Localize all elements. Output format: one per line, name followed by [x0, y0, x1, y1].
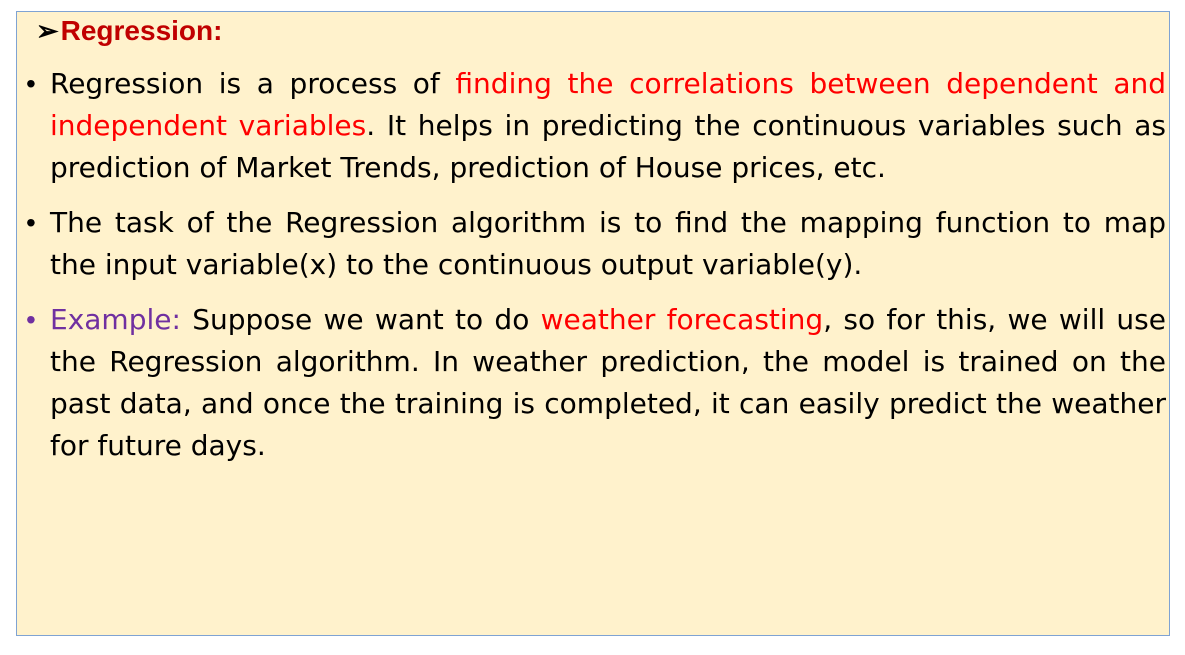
highlight-text: finding the correlations between depende… — [50, 67, 1167, 142]
heading-title: Regression: — [60, 15, 223, 46]
text-span: . It helps in predicting the continuous … — [50, 109, 1166, 184]
bullet-dot-icon: • — [26, 304, 36, 335]
text-span: Regression is a process of — [50, 67, 456, 100]
text-span: , so for this, we will use the Regressio… — [50, 303, 1166, 462]
bullet-list: • Regression is a process of finding the … — [26, 63, 1167, 480]
bullet-definition: • Regression is a process of finding the … — [26, 63, 1167, 189]
text-span: Suppose we want to do — [180, 303, 541, 336]
bullet-dot-icon: • — [26, 207, 36, 238]
bullet-task: • The task of the Regression algorithm is… — [26, 202, 1166, 286]
bullet-example: • Example: Suppose we want to do weather … — [26, 299, 1166, 467]
text-span: The task of the Regression algorithm is … — [50, 206, 1166, 281]
arrow-bullet-icon: ➢ — [36, 16, 59, 46]
example-label: Example: — [50, 303, 181, 336]
section-heading: ➢Regression: — [36, 14, 222, 48]
highlight-text: weather forecasting — [540, 303, 824, 336]
bullet-dot-icon: • — [26, 68, 36, 99]
content-panel — [16, 11, 1170, 636]
